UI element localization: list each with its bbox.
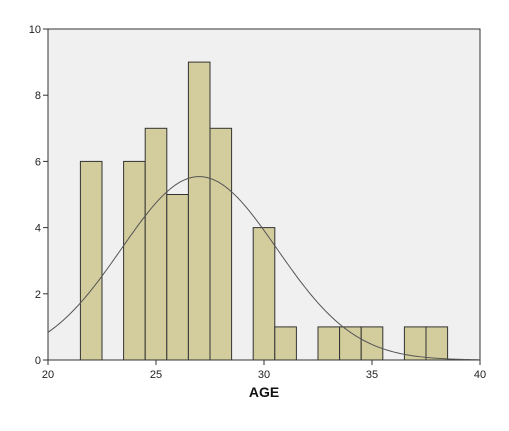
y-tick-label: 0 [35, 355, 41, 367]
histogram-bar [144, 127, 168, 361]
histogram-bar [274, 326, 297, 361]
y-tick-label: 2 [35, 289, 41, 301]
x-axis-title: AGE [249, 384, 279, 400]
histogram-bar [360, 326, 384, 361]
y-tick-label: 8 [35, 90, 41, 102]
histogram-bar [252, 227, 276, 361]
x-tick-label: 40 [474, 369, 486, 381]
y-tick-label: 6 [35, 156, 41, 168]
histogram-bar [317, 326, 341, 361]
x-axis: 20 25 30 35 40 [42, 360, 486, 381]
x-tick-label: 20 [42, 369, 54, 381]
y-axis: 0 2 4 6 8 10 [29, 24, 48, 367]
histogram-bar [123, 160, 146, 361]
x-tick-label: 25 [150, 369, 162, 381]
histogram-bar [209, 127, 233, 361]
histogram-bar [425, 326, 449, 361]
y-tick-label: 10 [29, 24, 41, 36]
y-tick-label: 4 [35, 223, 41, 235]
histogram-bars [79, 61, 449, 361]
histogram-bar [187, 61, 211, 361]
normal-curve [47, 176, 481, 361]
histogram-bar [166, 194, 189, 361]
x-tick-label: 30 [258, 369, 270, 381]
histogram-bar [79, 160, 103, 361]
x-tick-label: 35 [366, 369, 378, 381]
